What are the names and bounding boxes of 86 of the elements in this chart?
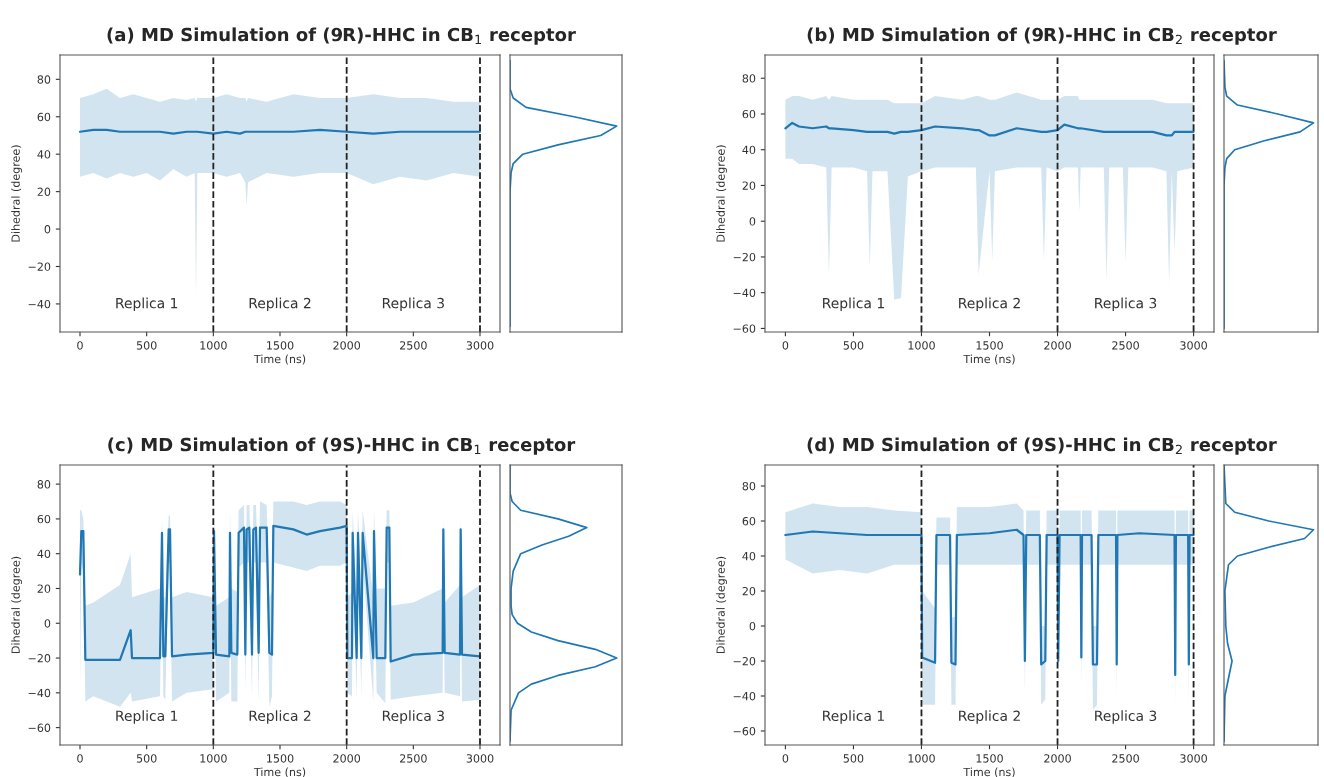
line-series [784, 528, 1195, 677]
annotation: Replica 3 [1095, 710, 1157, 724]
annotation: Replica 1 [823, 710, 884, 724]
chart-title: (a) MD Simulation of (9R)-HHC in CB$_{1}$ receptor [107, 27, 576, 45]
x-tick-label: 0 [782, 754, 789, 763]
y-tick-label: 60 [742, 109, 756, 119]
y-tick-label: −60 [28, 723, 51, 732]
annotation: Replica 2 [959, 710, 1020, 724]
x-tick-label: 2500 [400, 754, 427, 763]
y-tick-label: 20 [37, 187, 51, 197]
annotation: Replica 3 [1095, 297, 1157, 312]
y-axis-title: Dihedral (degree) [716, 556, 727, 653]
x-tick-label: 1500 [976, 754, 1003, 763]
annotation: Replica 2 [249, 297, 311, 312]
x-tick-label: 500 [136, 341, 157, 350]
y-tick-label: 80 [742, 74, 756, 83]
y-tick-label: 0 [44, 225, 51, 234]
y-tick-label: 40 [742, 551, 756, 561]
x-tick-label: 1000 [908, 341, 935, 350]
line-series [784, 121, 1195, 137]
y-tick-label: −20 [28, 654, 51, 663]
x-tick-label: 0 [77, 341, 83, 350]
x-tick-label: 3000 [466, 754, 494, 763]
annotation: Replica 2 [249, 710, 311, 724]
y-tick-label: 20 [742, 586, 756, 596]
y-tick-label: −40 [733, 288, 756, 298]
y-tick-label: 20 [37, 584, 51, 593]
y-axis-title: Dihedral (degree) [716, 145, 727, 242]
x-tick-label: 1000 [908, 754, 935, 763]
y-tick-label: 80 [37, 75, 51, 84]
x-tick-label: 1000 [200, 754, 227, 763]
x-tick-label: 2000 [1044, 754, 1071, 763]
y-tick-label: −20 [28, 262, 51, 271]
line-series [78, 524, 482, 663]
y-tick-label: 80 [742, 481, 756, 491]
y-tick-label: 40 [37, 549, 51, 559]
y-tick-label: −20 [733, 656, 756, 666]
y-tick-label: −40 [28, 688, 51, 698]
y-axis-title: Dihedral (degree) [11, 145, 22, 242]
x-axis-title: Time (ns) [253, 354, 306, 365]
y-tick-label: −60 [733, 324, 756, 333]
x-tick-label: 500 [136, 754, 157, 763]
y-tick-label: 20 [742, 181, 756, 190]
y-tick-label: 0 [749, 217, 756, 226]
y-tick-label: −40 [733, 691, 756, 701]
x-tick-label: 2000 [333, 341, 361, 350]
x-tick-label: 0 [782, 341, 789, 350]
annotation: Replica 3 [382, 297, 444, 312]
x-tick-label: 2000 [333, 754, 361, 763]
x-axis-title: Time (ns) [963, 767, 1015, 777]
x-tick-label: 2000 [1044, 341, 1071, 350]
y-tick-label: 40 [742, 145, 756, 155]
x-tick-label: 0 [77, 754, 83, 763]
x-tick-label: 500 [843, 341, 864, 350]
y-tick-label: 60 [37, 112, 51, 122]
x-axis-title: Time (ns) [963, 354, 1015, 365]
chart-title: (d) MD Simulation of (9S)-HHC in CB$_{2}$ receptor [807, 437, 1277, 455]
y-tick-label: −40 [28, 299, 51, 309]
x-tick-label: 3000 [466, 341, 494, 350]
x-tick-label: 1000 [200, 341, 227, 350]
annotation: Replica 1 [116, 710, 178, 724]
x-tick-label: 500 [843, 754, 864, 763]
chart-title: (b) MD Simulation of (9R)-HHC in CB$_{2}$ receptor [807, 27, 1277, 45]
x-tick-label: 2500 [400, 341, 427, 350]
y-tick-label: 60 [742, 516, 756, 526]
chart-title: (c) MD Simulation of (9S)-HHC in CB$_{1}$ receptor [108, 437, 576, 455]
x-tick-label: 1500 [267, 754, 294, 763]
annotation: Replica 1 [823, 297, 884, 312]
y-tick-label: 60 [37, 514, 51, 524]
y-tick-label: −60 [733, 726, 756, 736]
y-axis-title: Dihedral (degree) [11, 556, 22, 653]
y-tick-label: 80 [37, 480, 51, 489]
annotation: Replica 2 [959, 297, 1020, 312]
annotation: Replica 3 [382, 710, 444, 724]
y-tick-label: −20 [733, 252, 756, 262]
x-axis-title: Time (ns) [253, 767, 306, 777]
annotation: Replica 1 [116, 297, 178, 312]
y-tick-label: 0 [44, 619, 51, 628]
x-tick-label: 2500 [1112, 341, 1139, 350]
x-tick-label: 3000 [1180, 341, 1207, 350]
x-tick-label: 1500 [267, 341, 294, 350]
x-tick-label: 1500 [976, 341, 1003, 350]
y-tick-label: 40 [37, 150, 51, 159]
y-tick-label: 0 [749, 621, 756, 631]
x-tick-label: 2500 [1112, 754, 1139, 763]
x-tick-label: 3000 [1180, 754, 1207, 763]
